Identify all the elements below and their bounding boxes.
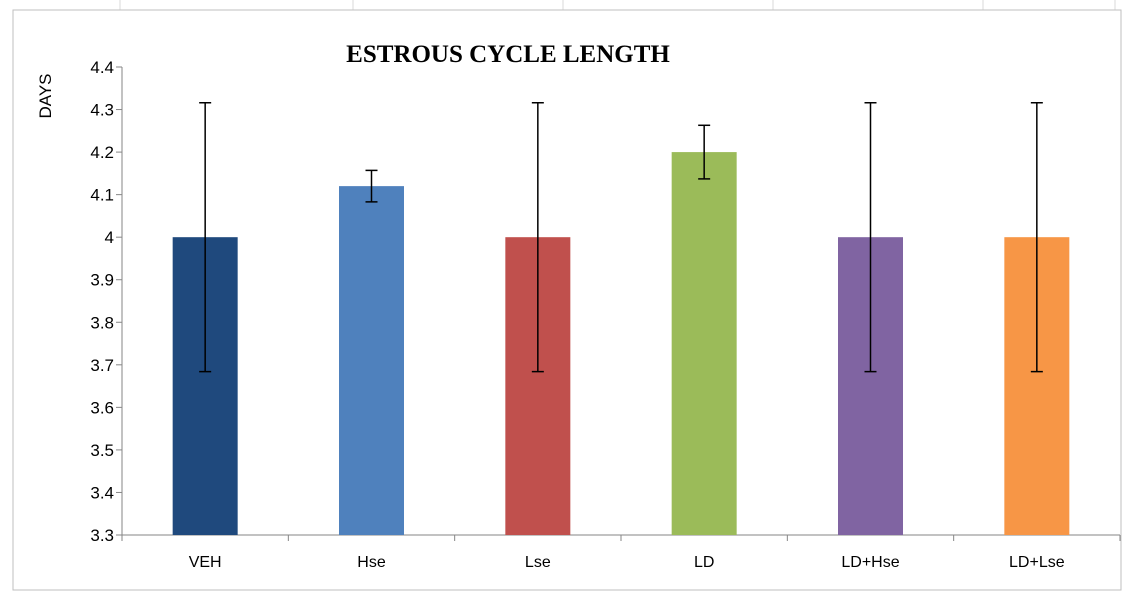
y-tick-label: 4.2 [90,143,114,162]
y-tick-label: 4.4 [90,58,114,77]
error-bars [199,101,1043,373]
y-tick-label: 3.4 [90,483,114,502]
bar-hse [339,186,404,536]
y-tick-labels: 3.3 3.4 3.5 3.6 3.7 3.8 3.9 4 4.1 4.2 4.3 4.4 [90,58,114,545]
y-tick-label: 3.3 [90,526,114,545]
x-tick-label: LD+Hse [841,554,899,571]
y-tick-label: 3.8 [90,313,114,332]
bars [172,152,1070,536]
x-tick-label: VEH [189,554,222,571]
y-tick-label: 3.5 [90,441,114,460]
y-tick-label: 4 [105,228,114,247]
y-axis-title: DAYS [36,73,55,118]
sheet-gridlines [119,0,1116,10]
y-tick-label: 4.3 [90,101,114,120]
chart-title: ESTROUS CYCLE LENGTH [346,41,670,68]
x-tick-label: Lse [525,554,551,571]
y-tick-label: 3.7 [90,356,114,375]
axes [116,66,1121,541]
bar-ld [671,152,737,535]
y-tick-label: 4.1 [90,186,114,205]
x-tick-label: LD [694,554,714,571]
x-tick-labels: VEH Hse Lse LD LD+Hse LD+Lse [189,554,1065,571]
x-tick-label: Hse [357,554,386,571]
y-tick-label: 3.6 [90,398,114,417]
x-tick-label: LD+Lse [1009,554,1065,571]
y-tick-label: 3.9 [90,271,114,290]
